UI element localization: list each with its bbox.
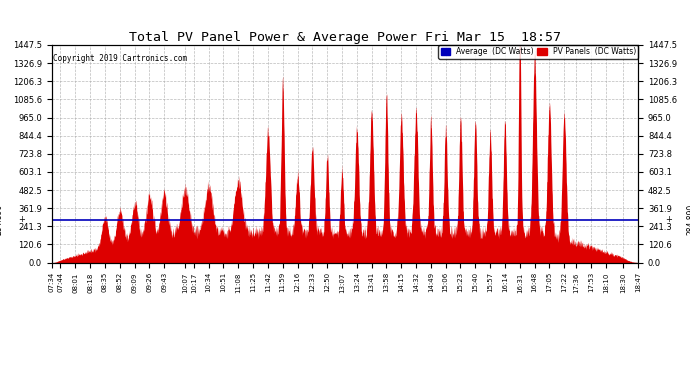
Text: +: + bbox=[18, 215, 25, 224]
Text: Copyright 2019 Cartronics.com: Copyright 2019 Cartronics.com bbox=[53, 54, 187, 63]
Title: Total PV Panel Power & Average Power Fri Mar 15  18:57: Total PV Panel Power & Average Power Fri… bbox=[129, 31, 561, 44]
Legend: Average  (DC Watts), PV Panels  (DC Watts): Average (DC Watts), PV Panels (DC Watts) bbox=[438, 45, 638, 58]
Text: 284.890: 284.890 bbox=[0, 204, 3, 236]
Text: 284.890: 284.890 bbox=[687, 204, 690, 236]
Text: +: + bbox=[665, 215, 672, 224]
